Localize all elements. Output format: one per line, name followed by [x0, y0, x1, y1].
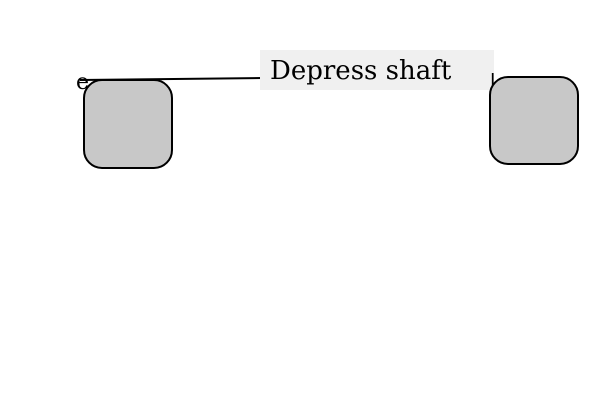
edge-label-background [260, 50, 494, 90]
right-node-fragment: | [489, 71, 496, 96]
right-state-node[interactable] [489, 76, 579, 165]
left-state-node[interactable] [83, 79, 173, 169]
edge-label: Depress shaft [270, 56, 452, 86]
